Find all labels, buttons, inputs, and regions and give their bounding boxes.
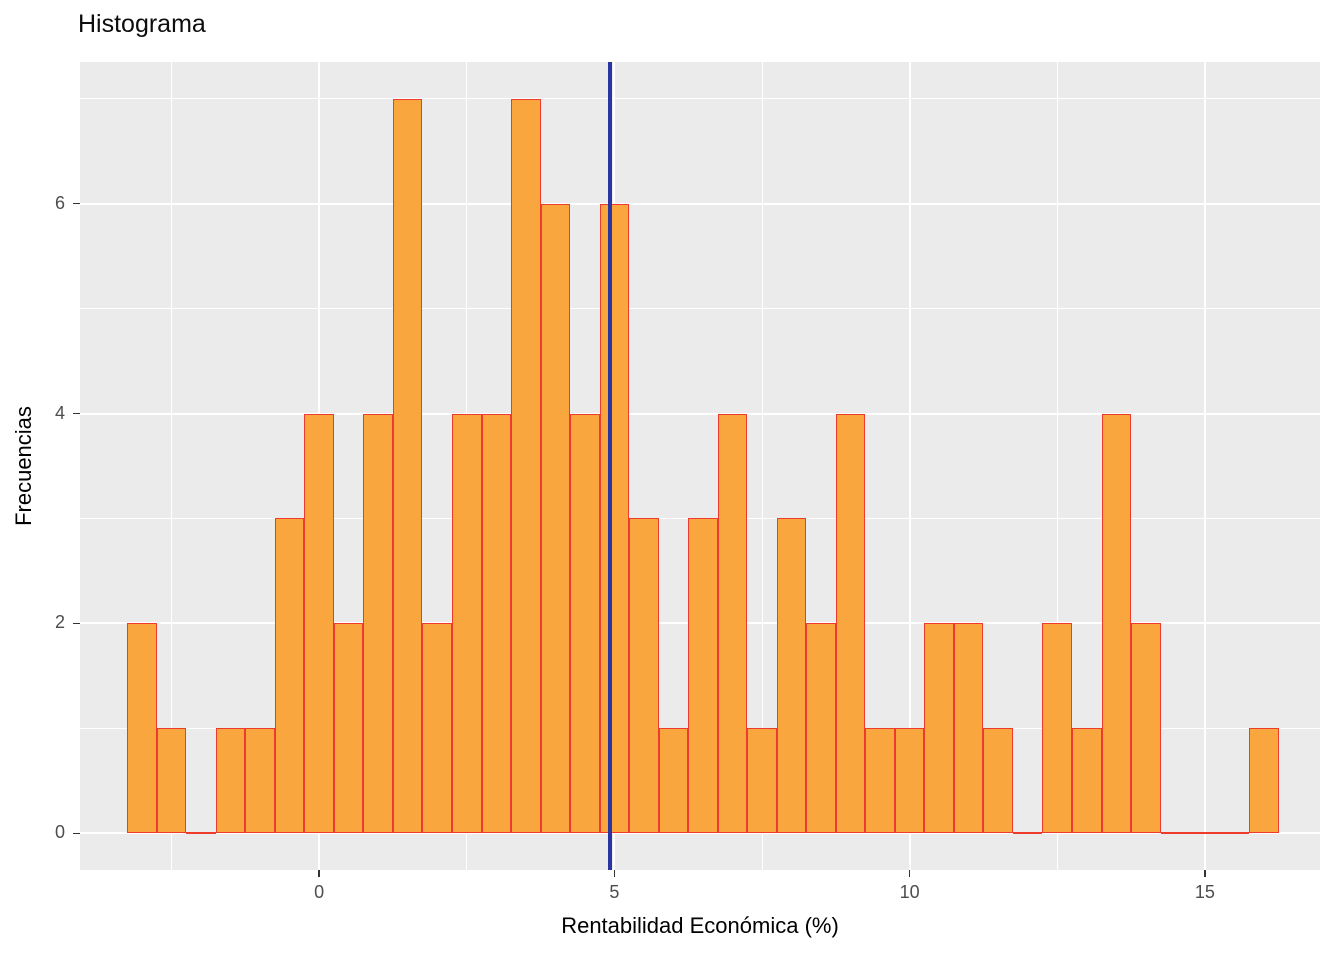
- histogram-bar: [1042, 623, 1072, 834]
- histogram-bar: [953, 623, 984, 834]
- histogram-bar: [363, 413, 393, 834]
- mean-vline: [608, 62, 613, 870]
- gridline-minor-y: [80, 98, 1320, 100]
- histogram-bar: [629, 518, 659, 834]
- gridline-major-x: [1203, 62, 1206, 870]
- histogram-bar: [422, 623, 452, 834]
- histogram-zero-bar: [1160, 832, 1191, 835]
- y-tick-mark: [73, 202, 80, 205]
- histogram-bar: [215, 728, 246, 834]
- chart-title: Histograma: [78, 10, 206, 38]
- y-tick-mark: [73, 622, 80, 625]
- histogram-zero-bar: [1012, 832, 1043, 835]
- gridline-minor-y: [80, 308, 1320, 310]
- histogram-zero-bar: [1190, 832, 1220, 835]
- y-tick-mark: [73, 412, 80, 415]
- histogram-bar: [1101, 413, 1132, 834]
- histogram-bar: [156, 728, 187, 834]
- plot-panel: [80, 62, 1320, 870]
- histogram-bar: [1072, 728, 1102, 834]
- histogram-bar: [747, 728, 777, 834]
- x-tick-label: 0: [314, 882, 325, 902]
- gridline-major-y: [80, 202, 1320, 205]
- histogram-bar: [924, 623, 954, 834]
- histogram-bar: [717, 413, 748, 834]
- histogram-bar: [776, 518, 807, 834]
- x-tick-mark: [908, 870, 911, 877]
- y-tick-label: 4: [54, 402, 65, 423]
- histogram-bar: [983, 728, 1013, 834]
- histogram-bar: [245, 728, 275, 834]
- gridline-minor-x: [171, 62, 173, 870]
- x-tick-mark: [318, 870, 320, 877]
- histogram-zero-bar: [1219, 832, 1250, 835]
- gridline-minor-x: [1056, 62, 1058, 870]
- histogram-bar: [599, 203, 630, 834]
- x-tick-label: 15: [1194, 882, 1215, 902]
- histogram-bar: [806, 623, 836, 834]
- histogram-bar: [835, 413, 866, 834]
- gridline-major-y: [80, 412, 1320, 415]
- histogram-bar: [570, 413, 600, 834]
- x-tick-mark: [1204, 870, 1206, 877]
- x-tick-label: 10: [899, 882, 920, 902]
- histogram-bar: [1249, 728, 1279, 834]
- histogram-bar: [865, 728, 895, 834]
- y-tick-label: 0: [54, 822, 65, 843]
- histogram-bar: [1131, 623, 1161, 834]
- x-tick-mark: [613, 870, 616, 877]
- histogram-bar: [274, 518, 305, 834]
- histogram-bar: [481, 413, 512, 834]
- gridline-major-x: [908, 62, 911, 870]
- histogram-bar: [511, 98, 541, 834]
- x-axis-title: Rentabilidad Económica (%): [561, 913, 839, 938]
- histogram-bar: [333, 623, 364, 834]
- gridline-major-y: [80, 832, 1320, 835]
- y-tick-label: 6: [54, 192, 65, 213]
- gridline-minor-x: [761, 62, 763, 870]
- y-tick-mark: [73, 832, 80, 835]
- histogram-zero-bar: [186, 832, 216, 835]
- histogram-bar: [894, 728, 925, 834]
- histogram-bar: [127, 623, 157, 834]
- histogram-bar: [304, 413, 334, 834]
- y-axis-title: Frecuencias: [11, 406, 36, 526]
- histogram-bar: [540, 203, 571, 834]
- histogram-bar: [452, 413, 482, 834]
- x-tick-label: 5: [609, 882, 620, 902]
- histogram-bar: [392, 98, 423, 834]
- histogram-bar: [658, 728, 689, 834]
- y-tick-label: 2: [54, 612, 65, 633]
- histogram-bar: [688, 518, 718, 834]
